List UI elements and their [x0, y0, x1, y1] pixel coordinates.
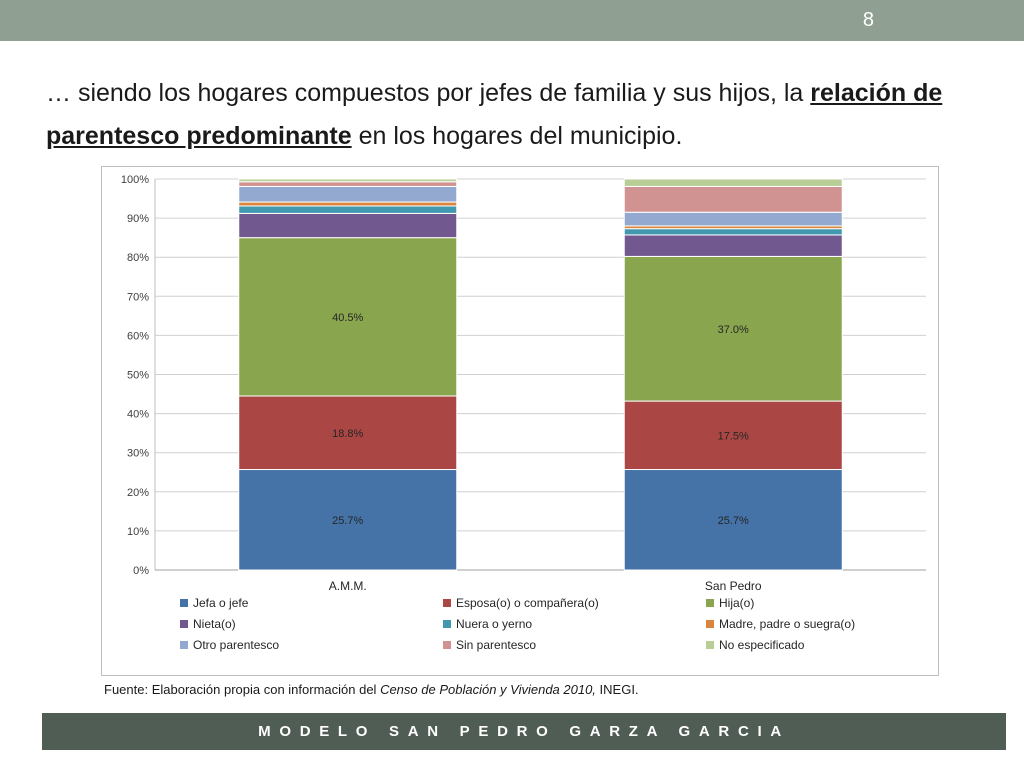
bar-segment: [238, 181, 458, 187]
data-label: 40.5%: [332, 312, 363, 324]
legend-swatch: [180, 620, 188, 628]
legend-item: Nieta(o): [180, 617, 236, 631]
legend-item: Madre, padre o suegra(o): [706, 617, 855, 631]
y-tick-label: 90%: [127, 213, 149, 225]
legend-label: Jefa o jefe: [193, 596, 249, 610]
title-emphasis: relación de parentesco predominante: [46, 79, 943, 150]
title-text-end: en los hogares del municipio.: [351, 122, 683, 150]
bar-segment: [623, 185, 843, 213]
bar-segment: [623, 255, 843, 402]
legend-label: Otro parentesco: [193, 638, 279, 652]
y-tick-label: 60%: [127, 330, 149, 342]
bar-segment: [623, 400, 843, 471]
bar-segment: [623, 469, 843, 571]
bar-segment: [623, 234, 843, 257]
chart-frame: 0% 10% 20% 30% 40% 50% 60% 70% 80% 90% 100% 25.7% 18…: [101, 166, 939, 676]
legend-item: No especificado: [706, 638, 805, 652]
bar-segment: [238, 178, 458, 183]
y-tick-label: 20%: [127, 487, 149, 499]
bar-segment: [623, 178, 843, 187]
legend-label: Madre, padre o suegra(o): [719, 617, 855, 631]
y-tick-label: 10%: [127, 526, 149, 538]
legend-item: Nuera o yerno: [443, 617, 532, 631]
y-tick-label: 30%: [127, 448, 149, 460]
top-bar: 8: [0, 0, 1024, 41]
footer-bar: MODELO SAN PEDRO GARZA GARCIA: [42, 713, 1006, 750]
footer-text: MODELO SAN PEDRO GARZA GARCIA: [258, 723, 790, 740]
legend-item: Esposa(o) o compañera(o): [443, 596, 599, 610]
bar-segment: [238, 201, 458, 207]
slide-number: 8: [862, 9, 874, 31]
bar-segment: [238, 395, 458, 471]
legend-item: Jefa o jefe: [180, 596, 249, 610]
stacked-bar-chart: 0% 10% 20% 30% 40% 50% 60% 70% 80% 90% 100% 25.7% 18…: [121, 174, 926, 652]
legend-item: Sin parentesco: [443, 638, 536, 652]
legend-swatch: [443, 599, 451, 607]
bar-segment: [238, 185, 458, 203]
source-note: Fuente: Elaboración propia con informaci…: [104, 682, 639, 697]
legend-label: No especificado: [719, 638, 805, 652]
slide-title: … siendo los hogares compuestos por jefe…: [46, 72, 991, 158]
legend-swatch: [706, 599, 714, 607]
legend-swatch: [443, 641, 451, 649]
legend-swatch: [706, 641, 714, 649]
legend-label: Hija(o): [719, 596, 754, 610]
legend-label: Sin parentesco: [456, 638, 536, 652]
bar-segment: [623, 228, 843, 236]
legend-item: Hija(o): [706, 596, 754, 610]
y-tick-label: 0%: [133, 565, 149, 577]
legend-swatch: [180, 599, 188, 607]
data-label: 17.5%: [718, 430, 749, 442]
y-tick-label: 50%: [127, 370, 149, 382]
legend-swatch: [706, 620, 714, 628]
y-tick-label: 70%: [127, 291, 149, 303]
bar-segment: [238, 212, 458, 239]
legend-label: Nieta(o): [193, 617, 236, 631]
x-category-label: A.M.M.: [329, 579, 367, 593]
y-tick-label: 40%: [127, 409, 149, 421]
x-category-label: San Pedro: [705, 579, 762, 593]
legend-swatch: [443, 620, 451, 628]
y-tick-label: 80%: [127, 252, 149, 264]
legend-label: Nuera o yerno: [456, 617, 532, 631]
data-label: 18.8%: [332, 428, 363, 440]
source-title: Censo de Población y Vivienda 2010,: [380, 682, 596, 697]
bar-segment: [623, 211, 843, 227]
legend-label: Esposa(o) o compañera(o): [456, 596, 599, 610]
y-tick-label: 100%: [121, 174, 149, 186]
legend-swatch: [180, 641, 188, 649]
bar-segment: [238, 237, 458, 397]
source-suffix: INEGI.: [595, 682, 639, 697]
title-text-start: … siendo los hogares compuestos por jefe…: [46, 79, 811, 107]
bar-segment: [238, 205, 458, 214]
data-label: 25.7%: [718, 515, 749, 527]
source-prefix: Fuente: Elaboración propia con informaci…: [104, 682, 381, 697]
data-label: 25.7%: [332, 515, 363, 527]
legend-item: Otro parentesco: [180, 638, 279, 652]
data-label: 37.0%: [718, 324, 749, 336]
